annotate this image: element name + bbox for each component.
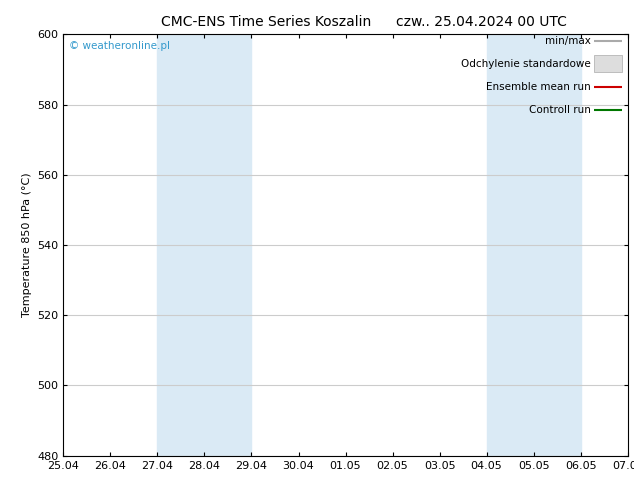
Text: © weatheronline.pl: © weatheronline.pl (69, 41, 170, 50)
Text: czw.. 25.04.2024 00 UTC: czw.. 25.04.2024 00 UTC (396, 15, 567, 29)
Bar (594, 55, 622, 72)
Text: Ensemble mean run: Ensemble mean run (486, 82, 591, 92)
Text: Controll run: Controll run (529, 105, 591, 115)
Y-axis label: Temperature 850 hPa (°C): Temperature 850 hPa (°C) (22, 172, 32, 318)
Bar (157, 34, 252, 456)
Text: CMC-ENS Time Series Koszalin: CMC-ENS Time Series Koszalin (161, 15, 372, 29)
Text: Odchylenie standardowe: Odchylenie standardowe (461, 59, 591, 69)
Text: min/max: min/max (545, 36, 591, 46)
Bar (486, 34, 581, 456)
